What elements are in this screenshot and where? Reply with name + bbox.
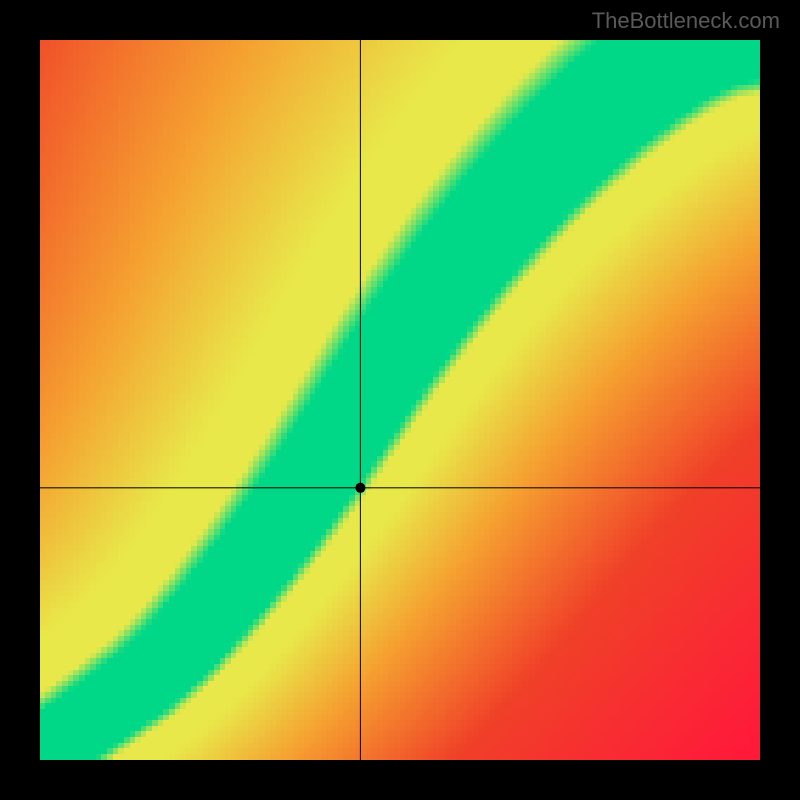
bottleneck-heatmap [40, 40, 760, 760]
heatmap-canvas [40, 40, 760, 760]
watermark-text: TheBottleneck.com [592, 8, 780, 34]
